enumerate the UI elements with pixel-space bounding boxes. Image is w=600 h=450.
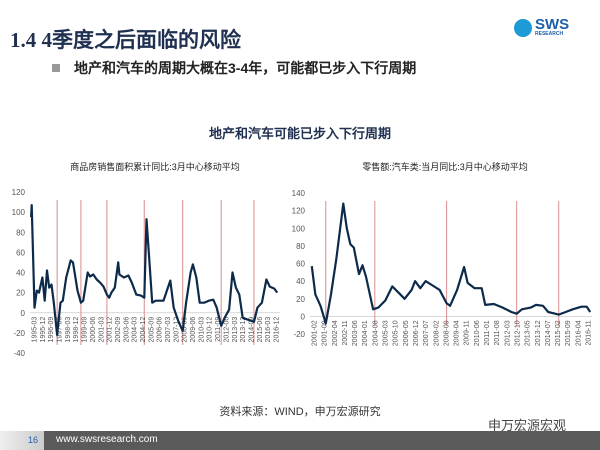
- x-tick-label: 2013-12: [240, 317, 247, 343]
- x-tick-label: 2013-03: [232, 317, 239, 343]
- y-tick-label: 120: [292, 207, 306, 216]
- x-tick-label: 2004-12: [140, 317, 147, 343]
- x-tick-label: 2011-08: [494, 320, 501, 345]
- y-tick-label: 100: [12, 208, 26, 217]
- footer: 16 www.swsresearch.com: [0, 431, 600, 450]
- x-tick-label: 2012-10: [514, 320, 521, 346]
- x-tick-label: 2006-05: [403, 320, 410, 346]
- y-tick-label: 20: [16, 289, 25, 298]
- y-tick-label: 80: [16, 228, 25, 237]
- sws-logo: SWS RESEARCH: [514, 16, 570, 37]
- x-tick-label: 2011-09: [215, 317, 222, 342]
- x-tick-label: 2001-02: [312, 320, 319, 346]
- bullet-text: 地产和汽车的周期大概在3-4年，可能都已步入下行周期: [74, 60, 417, 76]
- y-tick-label: 60: [296, 260, 305, 269]
- x-tick-label: 2016-11: [586, 320, 593, 345]
- x-tick-label: 2009-04: [454, 320, 461, 346]
- chart-2: 零售额:汽车类:当月同比:3月中心移动平均 -20 0 20 40 60 80 100 120 1…: [292, 161, 593, 346]
- x-tick-label: 2007-07: [423, 320, 430, 346]
- x-tick-label: 2014-07: [545, 320, 552, 346]
- x-tick-label: 2009-11: [464, 320, 471, 345]
- series-line: [30, 204, 279, 336]
- charts-area: 商品房销售面积累计同比:3月中心移动平均 -40 -20 0 20 40 60 80 100 12…: [12, 161, 593, 358]
- y-tick-label: -40: [13, 349, 25, 358]
- x-tick-label: 2002-04: [332, 320, 339, 346]
- x-tick-label: 2009-06: [190, 317, 197, 343]
- y-tick-label: -20: [293, 330, 305, 339]
- chart-title: 零售额:汽车类:当月同比:3月中心移动平均: [362, 161, 528, 172]
- footer-url[interactable]: www.swsresearch.com: [56, 434, 158, 445]
- logo-sub: RESEARCH: [535, 31, 564, 37]
- watermark: 申万宏源宏观: [488, 418, 567, 433]
- x-tick-label: 2005-10: [393, 320, 400, 346]
- x-tick-label: 2002-09: [115, 317, 122, 343]
- x-tick-label: 2003-06: [123, 317, 130, 343]
- x-tick-label: 2001-12: [107, 317, 114, 343]
- x-tick-label: 2015-09: [565, 320, 572, 346]
- x-tick-label: 2012-03: [504, 320, 511, 346]
- x-tick-label: 1997-06: [57, 317, 64, 343]
- x-tick-label: 2015-06: [257, 317, 264, 343]
- x-tick-label: 2010-06: [474, 320, 481, 346]
- x-tick-label: 2013-05: [525, 320, 532, 346]
- x-tick-label: 2004-08: [372, 320, 379, 346]
- series-line: [310, 202, 592, 325]
- slide-title: 1.4 4季度之后面临的风险: [10, 28, 241, 52]
- x-tick-label: 2012-06: [223, 317, 230, 343]
- x-tick-label: 2000-06: [90, 317, 97, 343]
- y-tick-label: 140: [292, 189, 306, 198]
- x-tick-label: 2014-09: [248, 317, 255, 343]
- x-tick-label: 2004-01: [362, 320, 369, 346]
- x-tick-label: 2008-09: [182, 317, 189, 343]
- bullet-point: 地产和汽车的周期大概在3-4年，可能都已步入下行周期: [52, 58, 416, 78]
- x-tick-label: 2016-04: [575, 320, 582, 346]
- y-tick-label: 40: [16, 269, 25, 278]
- x-tick-label: 2008-09: [443, 320, 450, 346]
- y-tick-label: -20: [13, 329, 25, 338]
- y-tick-label: 20: [296, 295, 305, 304]
- page-number: 16: [27, 435, 38, 445]
- x-tick-label: 2007-03: [165, 317, 172, 343]
- x-tick-label: 2008-02: [433, 320, 440, 346]
- x-tick-label: 2016-12: [274, 317, 281, 343]
- y-tick-label: 0: [301, 312, 306, 321]
- x-tick-label: 2001-09: [322, 320, 329, 346]
- x-tick-label: 2010-12: [207, 317, 214, 343]
- x-tick-label: 1999-09: [82, 317, 89, 343]
- x-tick-label: 2011-01: [484, 320, 491, 345]
- logo-icon: [514, 18, 532, 37]
- x-tick-label: 1998-12: [73, 317, 80, 343]
- x-tick-label: 2010-03: [198, 317, 205, 343]
- logo-text: SWS: [535, 16, 570, 33]
- y-tick-label: 80: [296, 242, 305, 251]
- x-tick-label: 2005-09: [148, 317, 155, 343]
- x-tick-label: 2015-02: [555, 320, 562, 346]
- x-tick-label: 2006-06: [157, 317, 164, 343]
- x-tick-label: 2006-12: [413, 320, 420, 346]
- x-tick-label: 2001-03: [98, 317, 105, 343]
- x-tick-label: 2016-03: [265, 317, 272, 343]
- y-tick-label: 40: [296, 277, 305, 286]
- x-tick-label: 2007-12: [173, 317, 180, 343]
- x-tick-label: 2004-03: [132, 317, 139, 343]
- x-tick-label: 2005-03: [383, 320, 390, 346]
- y-tick-label: 0: [21, 309, 26, 318]
- chart-1: 商品房销售面积累计同比:3月中心移动平均 -40 -20 0 20 40 60 80 100 12…: [12, 161, 281, 358]
- source-note: 资料来源：WIND，申万宏源研究: [219, 406, 381, 418]
- x-tick-label: 1995-03: [32, 317, 39, 343]
- chart-title: 商品房销售面积累计同比:3月中心移动平均: [70, 161, 240, 172]
- x-tick-label: 1996-09: [48, 317, 55, 343]
- x-tick-label: 1995-12: [40, 317, 47, 343]
- bullet-icon: [52, 64, 60, 72]
- y-tick-label: 120: [12, 188, 26, 197]
- x-tick-label: 2002-11: [342, 320, 349, 345]
- x-tick-label: 1998-03: [65, 317, 72, 343]
- y-tick-label: 60: [16, 248, 25, 257]
- y-tick-label: 100: [292, 224, 306, 233]
- x-tick-label: 2013-12: [535, 320, 542, 346]
- x-tick-label: 2003-06: [352, 320, 359, 346]
- charts-title: 地产和汽车可能已步入下行周期: [208, 126, 391, 141]
